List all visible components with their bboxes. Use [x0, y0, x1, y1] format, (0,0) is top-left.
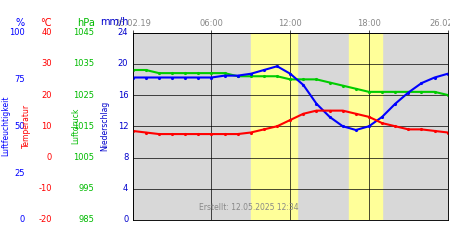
Text: 0: 0 [19, 216, 25, 224]
Text: 16: 16 [117, 90, 128, 100]
Text: mm/h: mm/h [100, 18, 128, 28]
Bar [349, 32, 382, 220]
Text: 25: 25 [14, 168, 25, 177]
Text: hPa: hPa [76, 18, 94, 28]
Text: 20: 20 [41, 90, 52, 100]
Text: Niederschlag: Niederschlag [100, 101, 109, 151]
Text: 1005: 1005 [73, 153, 94, 162]
Text: Temperatur: Temperatur [22, 104, 31, 148]
Bar [251, 32, 297, 220]
Text: -10: -10 [38, 184, 52, 193]
Text: -20: -20 [38, 216, 52, 224]
Text: %: % [16, 18, 25, 28]
Text: 40: 40 [41, 28, 52, 37]
Text: 8: 8 [123, 153, 128, 162]
Text: 30: 30 [41, 59, 52, 68]
Text: 0: 0 [46, 153, 52, 162]
Text: Erstellt: 12.05.2025 12:34: Erstellt: 12.05.2025 12:34 [199, 204, 299, 212]
Text: 1045: 1045 [73, 28, 94, 37]
Text: Luftdruck: Luftdruck [71, 108, 80, 144]
Text: 100: 100 [9, 28, 25, 37]
Text: 1015: 1015 [73, 122, 94, 131]
Text: 0: 0 [123, 216, 128, 224]
Text: 10: 10 [41, 122, 52, 131]
Text: 985: 985 [79, 216, 94, 224]
Text: 20: 20 [118, 59, 128, 68]
Text: 995: 995 [79, 184, 94, 193]
Text: 24: 24 [118, 28, 128, 37]
Text: °C: °C [40, 18, 52, 28]
Text: 1025: 1025 [73, 90, 94, 100]
Text: 12: 12 [118, 122, 128, 131]
Text: Luftfeuchtigkeit: Luftfeuchtigkeit [1, 96, 10, 156]
Text: 4: 4 [123, 184, 128, 193]
Text: 1035: 1035 [73, 59, 94, 68]
Text: 50: 50 [14, 122, 25, 131]
Text: 75: 75 [14, 75, 25, 84]
